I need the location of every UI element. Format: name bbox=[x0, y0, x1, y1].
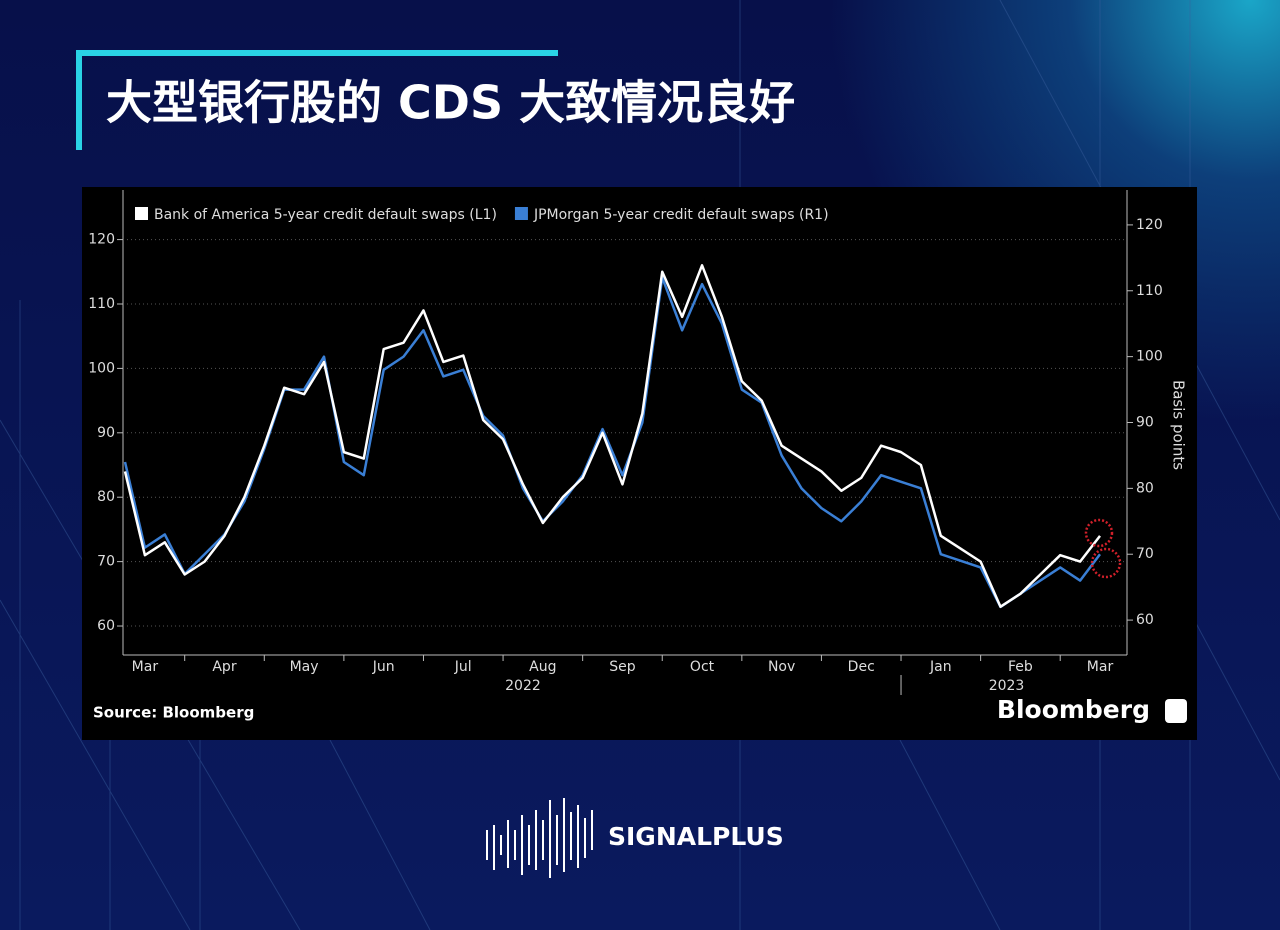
title-bar bbox=[80, 50, 558, 56]
y2-tick-label: 90 bbox=[1136, 415, 1154, 431]
x-tick-label: Mar bbox=[1087, 659, 1114, 675]
slide-title: 大型银行股的 CDS 大致情况良好 bbox=[106, 76, 795, 130]
y-tick-label: 110 bbox=[88, 296, 115, 312]
x-tick-label: Jun bbox=[372, 659, 395, 675]
legend-swatch bbox=[135, 207, 148, 220]
y-tick-label: 80 bbox=[97, 489, 115, 505]
legend-label: JPMorgan 5-year credit default swaps (R1… bbox=[533, 207, 829, 223]
x-tick-label: Oct bbox=[690, 659, 715, 675]
year-label: 2023 bbox=[989, 678, 1025, 694]
series-line bbox=[123, 264, 1101, 608]
annotation-circles bbox=[1084, 518, 1122, 579]
y-tick-label: 90 bbox=[97, 425, 115, 441]
y2-axis-title: Basis points bbox=[1170, 380, 1188, 470]
x-tick-label: Aug bbox=[529, 659, 556, 675]
x-tick-label: Dec bbox=[848, 659, 875, 675]
footer-logo: SIGNALPLUS bbox=[608, 822, 784, 851]
brand-icon bbox=[1165, 699, 1187, 723]
y-tick-label: 60 bbox=[97, 618, 115, 634]
x-tick-label: Jan bbox=[929, 659, 952, 675]
chart-panel bbox=[82, 187, 1197, 740]
y2-tick-label: 80 bbox=[1136, 480, 1154, 496]
brand: Bloomberg bbox=[997, 695, 1150, 724]
title-bar bbox=[76, 50, 82, 150]
x-tick-label: Nov bbox=[768, 659, 795, 675]
y2-tick-label: 120 bbox=[1136, 217, 1163, 233]
y2-tick-label: 100 bbox=[1136, 349, 1163, 365]
year-label: 2022 bbox=[505, 678, 541, 694]
x-tick-label: Jul bbox=[454, 659, 472, 675]
x-tick-label: May bbox=[290, 659, 319, 675]
x-tick-label: Mar bbox=[132, 659, 159, 675]
x-tick-label: Feb bbox=[1008, 659, 1033, 675]
y-tick-label: 100 bbox=[88, 360, 115, 376]
logo-mark bbox=[486, 798, 593, 878]
source: Source: Bloomberg bbox=[93, 704, 254, 722]
y2-tick-label: 70 bbox=[1136, 546, 1154, 562]
y-tick-label: 70 bbox=[97, 554, 115, 570]
y2-tick-label: 110 bbox=[1136, 283, 1163, 299]
y2-tick-label: 60 bbox=[1136, 612, 1154, 628]
x-tick-label: Sep bbox=[609, 659, 636, 675]
plot: 60 70 80 90 100 110 120 60 70 80 90 100 110 120 Basis … bbox=[88, 190, 1188, 695]
x-tick-label: Apr bbox=[212, 659, 236, 675]
legend-swatch bbox=[514, 207, 528, 220]
legend-label: Bank of America 5-year credit default sw… bbox=[154, 207, 497, 223]
y-tick-label: 120 bbox=[88, 232, 115, 248]
